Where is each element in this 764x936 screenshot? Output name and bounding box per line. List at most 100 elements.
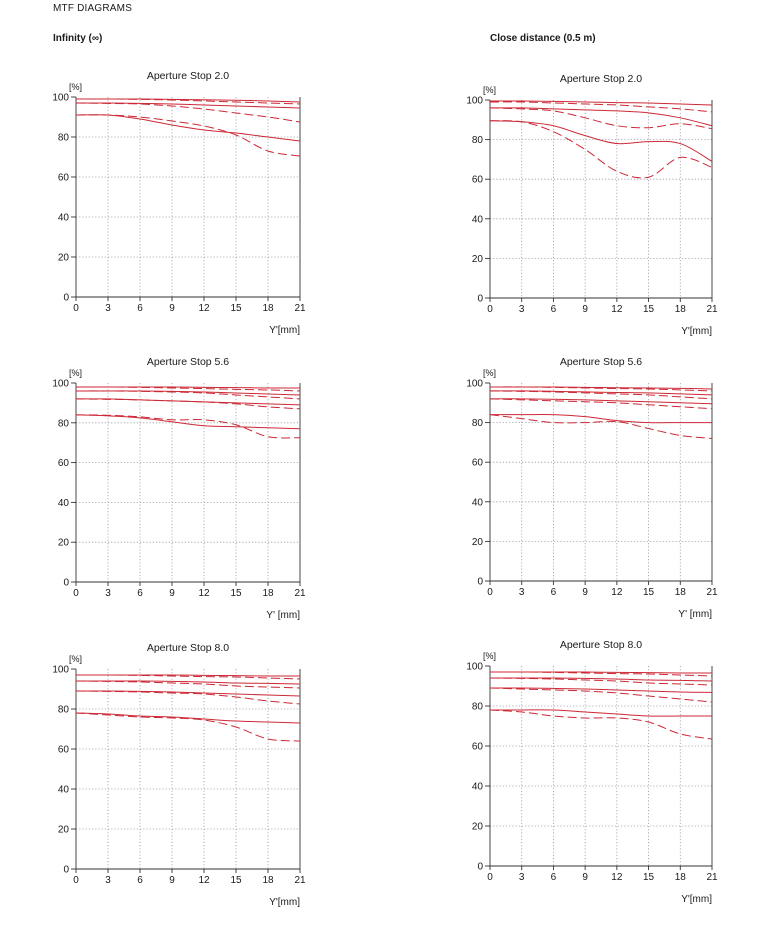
x-tick-label: 9 — [582, 304, 588, 315]
x-axis-label: Y'[mm] — [681, 326, 712, 337]
sagittal-curve-4 — [489, 398, 713, 405]
y-tick-label: 60 — [58, 745, 70, 756]
sagittal-curve-0 — [489, 100, 713, 106]
y-tick-label: 0 — [63, 293, 69, 304]
y-tick-label: 40 — [58, 498, 70, 509]
x-tick-label: 21 — [706, 304, 718, 315]
x-tick-label: 6 — [551, 304, 557, 315]
y-tick-label: 100 — [466, 379, 483, 390]
x-tick-label: 6 — [137, 303, 143, 314]
y-tick-label: 20 — [58, 825, 70, 836]
tangential-curve-5 — [75, 398, 301, 410]
y-tick-label: 100 — [466, 96, 483, 107]
y-axis-label: [%] — [483, 651, 496, 661]
y-tick-label: 40 — [472, 214, 484, 225]
x-tick-label: 21 — [294, 875, 306, 886]
x-tick-label: 18 — [675, 304, 687, 315]
x-tick-label: 0 — [73, 303, 79, 314]
sagittal-curve-6 — [490, 414, 712, 424]
x-tick-label: 15 — [643, 304, 655, 315]
tangential-curve-5 — [75, 690, 301, 705]
tangential-curve-3 — [489, 107, 713, 130]
x-tick-label: 3 — [519, 304, 525, 315]
y-tick-label: 20 — [472, 822, 484, 833]
x-tick-label: 12 — [611, 304, 623, 315]
tangential-curve-5 — [75, 114, 301, 157]
y-axis-label: [%] — [483, 368, 496, 378]
x-tick-label: 15 — [230, 303, 242, 314]
x-tick-label: 18 — [262, 303, 274, 314]
tangential-curve-1 — [489, 101, 713, 113]
x-tick-label: 9 — [169, 875, 175, 886]
x-tick-label: 12 — [611, 587, 623, 598]
y-tick-label: 0 — [63, 578, 69, 589]
y-tick-label: 40 — [472, 497, 484, 508]
x-tick-label: 3 — [105, 875, 111, 886]
tangential-curve-5 — [489, 398, 713, 410]
tangential-curve-5 — [489, 120, 713, 179]
x-tick-label: 9 — [582, 872, 588, 883]
x-tick-label: 21 — [706, 587, 718, 598]
tangential-curve-7 — [489, 414, 713, 439]
y-axis-label: [%] — [69, 368, 82, 378]
x-tick-label: 15 — [230, 875, 242, 886]
y-tick-label: 20 — [472, 254, 484, 265]
x-tick-label: 12 — [198, 588, 210, 599]
x-tick-label: 3 — [105, 588, 111, 599]
y-tick-label: 20 — [58, 253, 70, 264]
sagittal-curve-2 — [489, 107, 713, 127]
x-tick-label: 15 — [230, 588, 242, 599]
mtf-chart-infinity-f5-6: 0 20 40 60 80 100 0 3 6 9 12 15 18 21 Aperture Stop 5.… — [52, 356, 306, 621]
x-tick-label: 6 — [137, 588, 143, 599]
mtf-chart-close-f5-6: 0 20 40 60 80 100 0 3 6 9 12 15 18 21 Aperture Stop 5.… — [466, 356, 718, 620]
x-tick-label: 21 — [294, 303, 306, 314]
y-axis-label: [%] — [483, 85, 496, 95]
tangential-curve-7 — [75, 712, 301, 742]
y-tick-label: 100 — [52, 93, 69, 104]
x-tick-label: 0 — [73, 875, 79, 886]
chart-title: Aperture Stop 2.0 — [560, 73, 642, 85]
y-axis-label: [%] — [69, 82, 82, 92]
y-tick-label: 0 — [477, 862, 483, 873]
y-tick-label: 60 — [472, 742, 484, 753]
y-tick-label: 0 — [477, 294, 483, 305]
x-tick-label: 21 — [294, 588, 306, 599]
x-tick-label: 12 — [198, 875, 210, 886]
chart-title: Aperture Stop 2.0 — [147, 70, 229, 82]
mtf-chart-infinity-f2: 0 20 40 60 80 100 0 3 6 9 12 15 18 21 Aperture Stop 2.… — [52, 70, 306, 336]
mtf-chart-infinity-f8: 0 20 40 60 80 100 0 3 6 9 12 15 18 21 Aperture Stop 8.… — [52, 642, 306, 908]
x-tick-label: 12 — [198, 303, 210, 314]
mtf-chart-close-f2: 0 20 40 60 80 100 0 3 6 9 12 15 18 21 Aperture Stop 2.… — [466, 73, 718, 337]
document-title: MTF DIAGRAMS — [53, 3, 133, 14]
x-tick-label: 0 — [487, 587, 493, 598]
x-tick-label: 15 — [643, 872, 655, 883]
x-tick-label: 12 — [611, 872, 623, 883]
x-axis-label: Y' [mm] — [266, 610, 300, 621]
x-tick-label: 0 — [487, 872, 493, 883]
tangential-curve-3 — [75, 102, 301, 123]
x-axis-label: Y'[mm] — [681, 894, 712, 905]
x-tick-label: 3 — [105, 303, 111, 314]
x-tick-label: 6 — [551, 872, 557, 883]
tangential-curve-1 — [489, 671, 713, 677]
y-tick-label: 80 — [58, 418, 70, 429]
x-axis-label: Y' [mm] — [678, 609, 712, 620]
sagittal-curve-4 — [489, 120, 713, 162]
chart-title: Aperture Stop 5.6 — [147, 356, 229, 368]
x-tick-label: 18 — [262, 875, 274, 886]
y-tick-label: 80 — [472, 135, 484, 146]
sagittal-curve-4 — [489, 687, 713, 693]
chart-title: Aperture Stop 5.6 — [560, 356, 642, 368]
sagittal-curve-6 — [489, 709, 712, 717]
y-tick-label: 40 — [58, 213, 70, 224]
sagittal-curve-6 — [75, 414, 301, 430]
y-tick-label: 80 — [472, 702, 484, 713]
y-tick-label: 20 — [472, 537, 484, 548]
y-tick-label: 60 — [58, 458, 70, 469]
x-tick-label: 18 — [675, 872, 687, 883]
y-tick-label: 100 — [52, 665, 69, 676]
x-tick-label: 9 — [169, 588, 175, 599]
x-tick-label: 3 — [519, 587, 525, 598]
tangential-curve-3 — [75, 680, 301, 689]
y-tick-label: 60 — [472, 458, 484, 469]
